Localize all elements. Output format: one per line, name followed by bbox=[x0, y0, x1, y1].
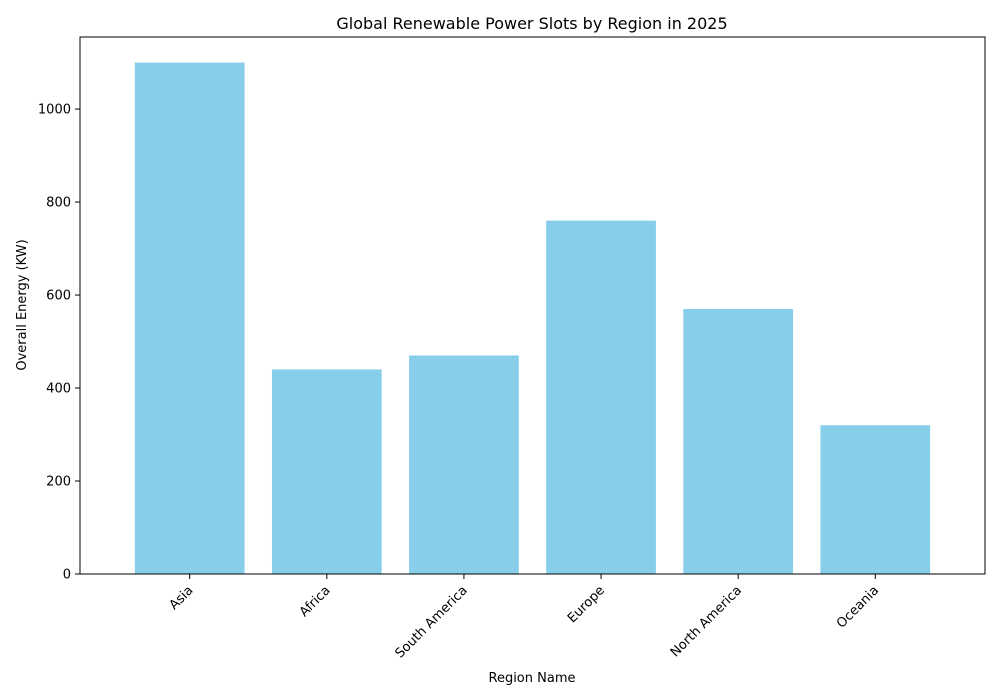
x-axis-label: Region Name bbox=[489, 671, 576, 686]
y-tick-label: 800 bbox=[46, 196, 71, 211]
x-tick-label: South America bbox=[393, 583, 471, 661]
bar-oceania bbox=[820, 425, 931, 574]
bar-europe bbox=[546, 220, 656, 574]
x-tick-label: Europe bbox=[565, 583, 608, 626]
x-tick-label: Asia bbox=[167, 583, 197, 613]
bars-layer bbox=[134, 62, 931, 574]
chart-title: Global Renewable Power Slots by Region i… bbox=[336, 14, 727, 33]
bar-south-america bbox=[409, 355, 519, 574]
plot-frame bbox=[79, 36, 986, 575]
y-axis-label: Overall Energy (KW) bbox=[15, 239, 30, 370]
y-tick-label: 1000 bbox=[38, 103, 71, 118]
bar-africa bbox=[271, 369, 382, 574]
x-tick-label: Oceania bbox=[834, 583, 882, 631]
y-axis-ticks: 0 200 400 600 800 1000 bbox=[38, 103, 80, 583]
x-tick-label: Africa bbox=[297, 583, 334, 620]
bar-north-america bbox=[683, 308, 794, 574]
bar-asia bbox=[134, 62, 245, 574]
x-axis-ticks: Asia Africa South America Europe North Ameri… bbox=[167, 574, 882, 661]
y-tick-label: 600 bbox=[46, 289, 71, 304]
x-tick-label: North America bbox=[668, 583, 745, 660]
y-tick-label: 200 bbox=[46, 475, 71, 490]
y-tick-label: 0 bbox=[63, 568, 71, 583]
y-tick-label: 400 bbox=[46, 382, 71, 397]
